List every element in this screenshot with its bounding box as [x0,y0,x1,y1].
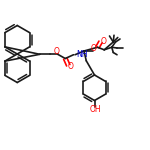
Text: O: O [68,62,74,71]
Text: NH: NH [76,50,88,59]
Text: O: O [91,44,97,53]
Text: O: O [100,38,106,46]
Text: OH: OH [89,105,101,114]
Text: O: O [54,47,60,56]
